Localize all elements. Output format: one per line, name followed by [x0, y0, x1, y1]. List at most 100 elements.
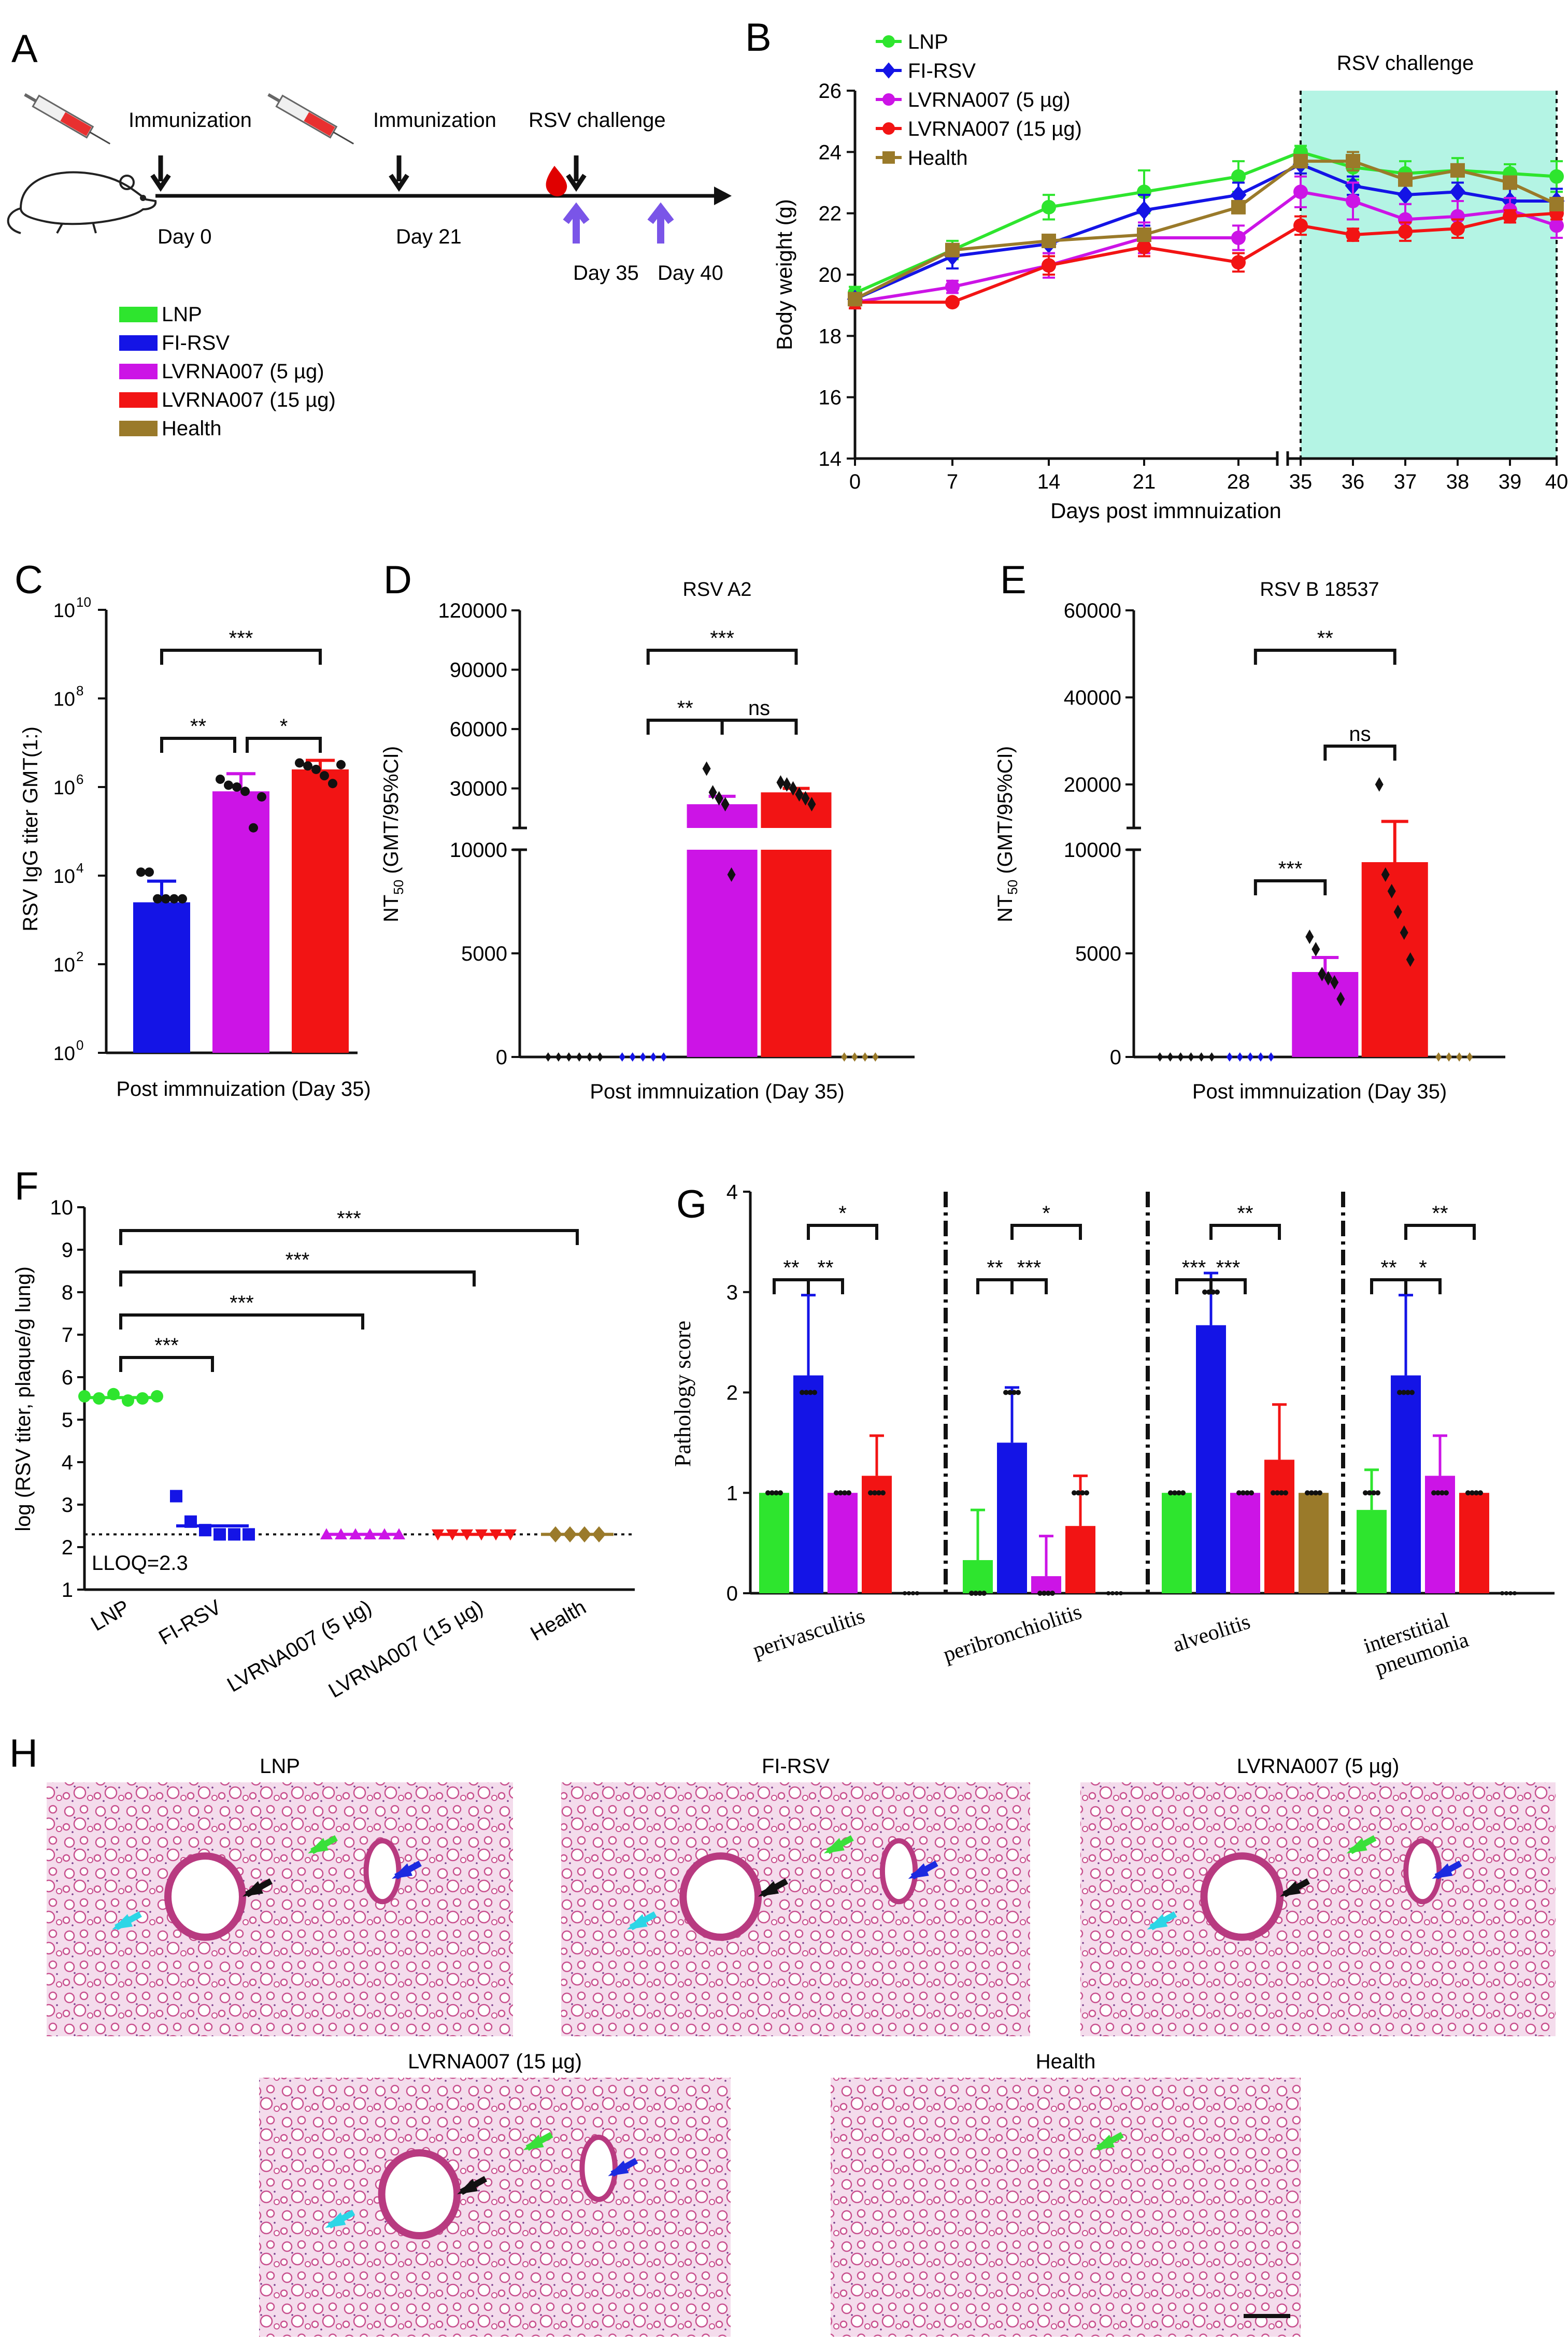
syringe-icon — [24, 93, 111, 145]
data-point — [769, 1490, 775, 1496]
data-point — [145, 867, 154, 877]
data-point — [1231, 169, 1246, 184]
bar — [1361, 862, 1428, 1057]
data-point — [903, 1591, 907, 1595]
data-point — [838, 1490, 843, 1496]
data-point — [232, 782, 241, 792]
airway-lumen — [1200, 1852, 1284, 1941]
data-point — [1293, 154, 1308, 169]
annotation-arrowhead-icon — [823, 1838, 845, 1854]
data-point — [1324, 971, 1333, 985]
panel-letter-d: D — [383, 558, 412, 602]
legend-marker — [882, 151, 895, 164]
significance-label: ** — [1380, 1256, 1396, 1279]
y-tick-label: 0 — [1110, 1046, 1121, 1069]
data-point — [1439, 1490, 1445, 1496]
data-point — [328, 779, 337, 789]
bar — [828, 1493, 858, 1593]
data-point — [1450, 163, 1465, 178]
data-point — [945, 242, 960, 258]
significance-bracket — [1010, 1224, 1082, 1240]
bar — [212, 791, 269, 1053]
data-point — [1470, 1490, 1475, 1496]
data-point — [1503, 175, 1517, 190]
y-tick-label: 10 — [53, 689, 75, 710]
legend-marker — [882, 35, 895, 48]
histology-title: LNP — [260, 1755, 300, 1778]
significance-label: *** — [1182, 1256, 1206, 1279]
data-point — [1435, 1052, 1442, 1062]
data-point — [846, 1490, 851, 1496]
panel-letter-c: C — [15, 558, 43, 602]
data-point — [1450, 221, 1465, 236]
data-point — [1275, 1490, 1280, 1496]
y-tick-label: 6 — [62, 1366, 73, 1389]
data-point — [1137, 227, 1151, 242]
panel-letter-h: H — [9, 1732, 38, 1776]
y-axis-title-sub: 50 — [391, 880, 406, 895]
legend-swatch — [119, 421, 158, 436]
airway-lumen — [378, 2149, 461, 2239]
data-point — [1401, 1390, 1406, 1395]
bar — [793, 1375, 823, 1593]
data-point — [1398, 172, 1413, 187]
data-point — [727, 867, 736, 882]
data-point — [1279, 1490, 1284, 1496]
histology-image — [561, 1782, 1030, 2036]
data-point — [545, 1052, 551, 1062]
y-axis-title-main: NT — [380, 895, 403, 922]
data-point — [1500, 1591, 1504, 1595]
airway-lumen — [164, 1852, 246, 1941]
data-point — [1167, 1052, 1174, 1062]
timeline-arrowhead — [714, 187, 732, 205]
data-point — [715, 791, 723, 806]
data-point — [1387, 884, 1396, 898]
annotation-arrowhead-icon — [626, 1914, 648, 1930]
y-tick-label: 120000 — [438, 599, 507, 622]
error-bar — [1005, 1386, 1019, 1443]
data-point — [876, 1490, 881, 1496]
data-point — [224, 780, 233, 790]
x-tick-label: 21 — [1133, 470, 1156, 493]
syringe-icon — [267, 93, 354, 145]
data-point — [1106, 1591, 1110, 1595]
y-tick-label: 10 — [53, 866, 75, 888]
data-point — [1198, 1052, 1205, 1062]
y-tick-exponent: 4 — [76, 860, 83, 876]
annotation-arrowhead-icon — [243, 1881, 263, 1897]
data-point — [1110, 1591, 1115, 1595]
significance-label: *** — [1216, 1256, 1241, 1279]
data-point — [1137, 239, 1151, 254]
x-tick-label: 37 — [1394, 470, 1417, 493]
airway-lumen — [679, 1852, 762, 1941]
data-point — [1367, 1490, 1372, 1496]
data-point — [1080, 1490, 1085, 1496]
significance-bracket — [807, 1224, 878, 1240]
data-point — [243, 1528, 255, 1541]
bar — [133, 902, 190, 1053]
data-point — [1172, 1490, 1177, 1496]
x-tick-label: 36 — [1342, 470, 1365, 493]
error-bar — [1312, 956, 1339, 972]
legend-label: Health — [908, 147, 968, 169]
data-point — [1003, 1390, 1008, 1395]
data-point — [178, 894, 187, 904]
lloq-label: LLOQ=2.3 — [92, 1552, 188, 1575]
data-point — [1313, 1490, 1318, 1496]
significance-bracket — [720, 719, 798, 735]
data-point — [1208, 1052, 1215, 1062]
legend-label: LNP — [162, 303, 202, 326]
significance-label: *** — [229, 627, 253, 650]
y-tick-label: 10 — [53, 600, 75, 622]
data-point — [842, 1490, 847, 1496]
x-tick-label: 0 — [849, 470, 861, 493]
y-tick-label: 2 — [726, 1382, 738, 1405]
data-point — [1136, 201, 1152, 220]
y-tick-label: 18 — [819, 325, 842, 348]
data-point — [1449, 182, 1466, 202]
data-point — [311, 764, 321, 774]
x-axis-title: Post immnuization (Day 35) — [1192, 1080, 1447, 1103]
y-tick-label: 30000 — [450, 778, 507, 801]
data-point — [1397, 185, 1414, 205]
histology-image — [47, 1782, 513, 2036]
